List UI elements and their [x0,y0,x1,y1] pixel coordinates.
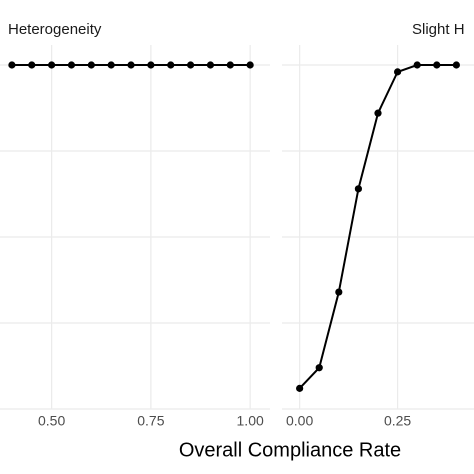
point [28,61,36,69]
point [48,61,56,69]
x-tick-label: 0.75 [137,413,164,429]
point [246,61,254,69]
point [147,61,155,69]
point [8,61,16,69]
point [315,364,323,372]
x-tick-label: 0.25 [384,413,411,429]
x-tick-label: 1.00 [237,413,264,429]
x-axis-label: Overall Compliance Rate [179,439,401,461]
point [433,61,441,69]
point [413,61,421,69]
point [107,61,115,69]
point [226,61,234,69]
point [206,61,215,69]
panel-title: Heterogeneity [8,21,102,38]
point [87,61,95,69]
point [67,61,76,69]
point [374,109,382,117]
point [354,185,363,193]
x-tick-label: 0.50 [38,413,65,429]
point [296,384,304,392]
point [127,61,135,69]
panel-title: Slight H [412,21,465,38]
point [393,68,402,76]
point [335,288,343,296]
point [167,61,175,69]
point [186,61,195,69]
point [452,61,460,69]
x-tick-label: 0.00 [286,413,313,429]
